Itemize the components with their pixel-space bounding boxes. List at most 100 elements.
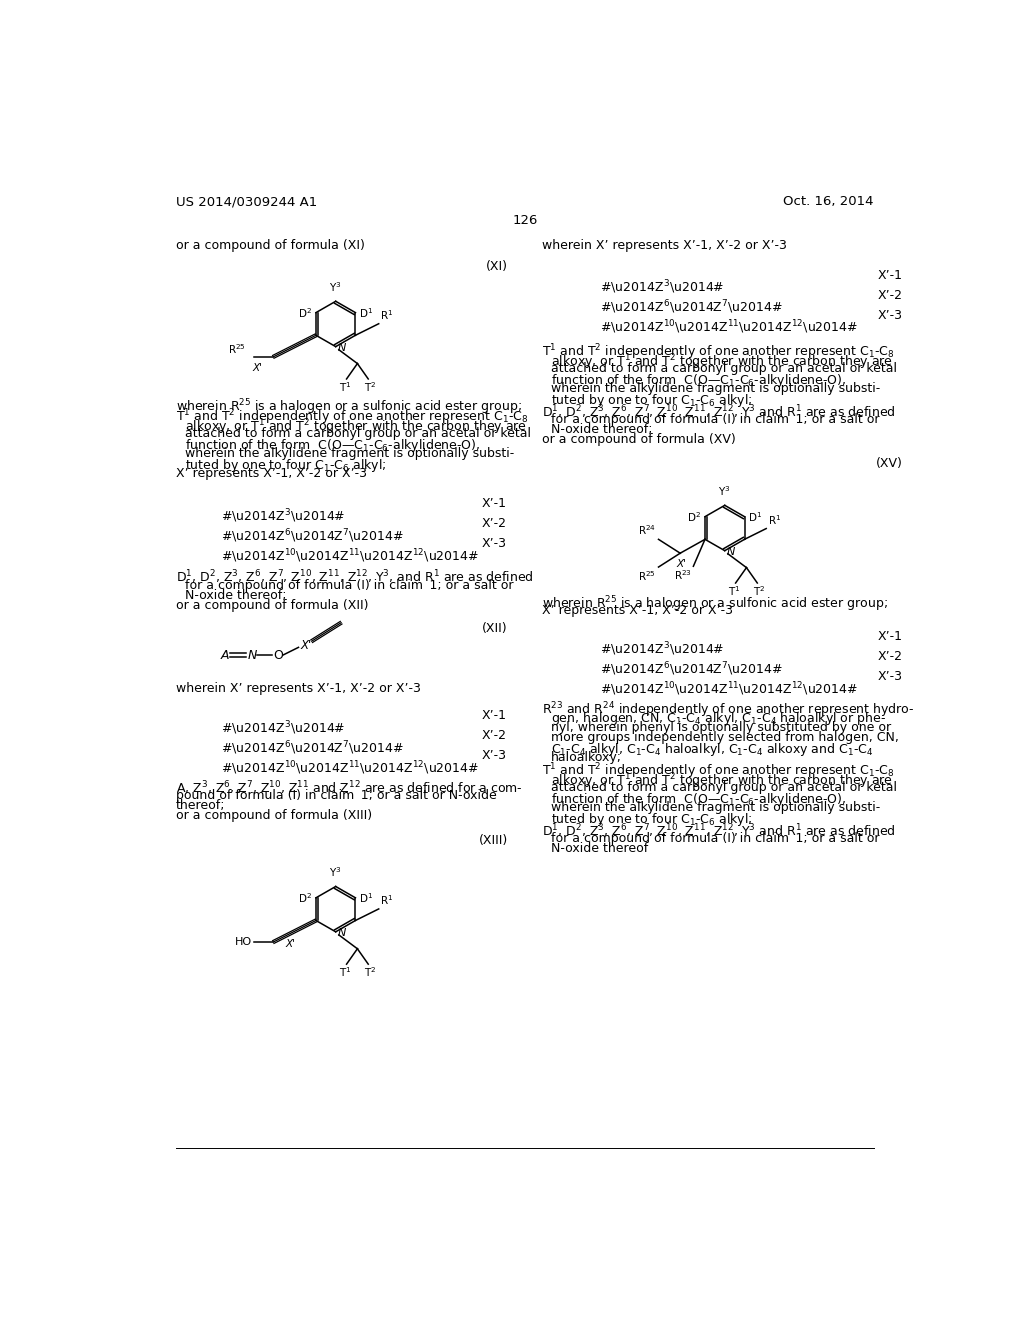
Text: X': X' [677, 560, 687, 569]
Text: 126: 126 [512, 214, 538, 227]
Text: #\u2014$\mathregular{Z^3}$\u2014#: #\u2014$\mathregular{Z^3}$\u2014# [600, 640, 724, 659]
Text: X’-3: X’-3 [481, 748, 506, 762]
Text: haloalkoxy;: haloalkoxy; [551, 751, 623, 763]
Text: X’-1: X’-1 [878, 268, 903, 281]
Text: (XI): (XI) [485, 260, 508, 273]
Text: pound of formula (I) in claim  1; or a salt or N-oxide: pound of formula (I) in claim 1; or a sa… [176, 789, 497, 803]
Text: N: N [338, 343, 346, 354]
Text: $\mathregular{T^2}$: $\mathregular{T^2}$ [364, 966, 376, 979]
Text: tuted by one to four $\mathregular{C_1}$-$\mathregular{C_6}$ alkyl;: tuted by one to four $\mathregular{C_1}$… [185, 457, 387, 474]
Text: alkoxy, or $\mathregular{T^1}$ and $\mathregular{T^2}$ together with the carbon : alkoxy, or $\mathregular{T^1}$ and $\mat… [185, 417, 527, 437]
Text: X’-1: X’-1 [481, 709, 506, 722]
Text: $\mathregular{T^1}$: $\mathregular{T^1}$ [728, 585, 740, 598]
Text: $\mathregular{T^1}$: $\mathregular{T^1}$ [339, 380, 351, 395]
Text: O: O [273, 648, 284, 661]
Text: $\mathregular{R^{24}}$: $\mathregular{R^{24}}$ [638, 523, 656, 537]
Text: $\mathregular{Y^3}$: $\mathregular{Y^3}$ [330, 865, 342, 879]
Text: $\mathregular{C_1}$-$\mathregular{C_4}$ alkyl, $\mathregular{C_1}$-$\mathregular: $\mathregular{C_1}$-$\mathregular{C_4}$ … [551, 741, 873, 758]
Text: #\u2014$\mathregular{Z^{10}}$\u2014$\mathregular{Z^{11}}$\u2014$\mathregular{Z^{: #\u2014$\mathregular{Z^{10}}$\u2014$\mat… [600, 318, 858, 337]
Text: attached to form a carbonyl group or an acetal or ketal: attached to form a carbonyl group or an … [551, 781, 897, 795]
Text: $\mathregular{D^1}$, $\mathregular{D^2}$, $\mathregular{Z^3}$, $\mathregular{Z^6: $\mathregular{D^1}$, $\mathregular{D^2}$… [542, 822, 896, 840]
Text: #\u2014$\mathregular{Z^3}$\u2014#: #\u2014$\mathregular{Z^3}$\u2014# [221, 719, 345, 737]
Text: X': X' [253, 363, 263, 374]
Text: thereof;: thereof; [176, 799, 225, 812]
Text: #\u2014$\mathregular{Z^6}$\u2014$\mathregular{Z^7}$\u2014#: #\u2014$\mathregular{Z^6}$\u2014$\mathre… [221, 739, 404, 756]
Text: $\mathregular{Y^3}$: $\mathregular{Y^3}$ [330, 280, 342, 293]
Text: $\mathregular{D^1}$, $\mathregular{D^2}$, $\mathregular{Z^3}$, $\mathregular{Z^6: $\mathregular{D^1}$, $\mathregular{D^2}$… [542, 404, 896, 421]
Text: wherein $\mathregular{R^{25}}$ is a halogen or a sulfonic acid ester group;: wherein $\mathregular{R^{25}}$ is a halo… [542, 594, 888, 614]
Text: $\mathregular{T^2}$: $\mathregular{T^2}$ [753, 585, 765, 598]
Text: X’-3: X’-3 [878, 671, 903, 684]
Text: X’-2: X’-2 [481, 729, 506, 742]
Text: X’-3: X’-3 [878, 309, 903, 322]
Text: function of the form  C(O—$\mathregular{C_1}$-$\mathregular{C_6}$-alkylidene-O),: function of the form C(O—$\mathregular{C… [185, 437, 480, 454]
Text: X’-1: X’-1 [878, 631, 903, 643]
Text: for a compound of formula (I) in claim  1; or a salt or: for a compound of formula (I) in claim 1… [551, 832, 880, 845]
Text: HO: HO [236, 937, 252, 946]
Text: #\u2014$\mathregular{Z^6}$\u2014$\mathregular{Z^7}$\u2014#: #\u2014$\mathregular{Z^6}$\u2014$\mathre… [600, 298, 783, 317]
Text: gen, halogen, CN, $\mathregular{C_1}$-$\mathregular{C_4}$ alkyl, $\mathregular{C: gen, halogen, CN, $\mathregular{C_1}$-$\… [551, 710, 886, 727]
Text: $\mathregular{D^1}$: $\mathregular{D^1}$ [359, 891, 374, 904]
Text: X': X' [286, 939, 296, 949]
Text: $\mathregular{D^1}$, $\mathregular{D^2}$, $\mathregular{Z^3}$, $\mathregular{Z^6: $\mathregular{D^1}$, $\mathregular{D^2}$… [176, 569, 534, 586]
Text: for a compound of formula (I) in claim  1; or a salt or: for a compound of formula (I) in claim 1… [551, 413, 880, 426]
Text: $\mathregular{T^2}$: $\mathregular{T^2}$ [364, 380, 376, 395]
Text: X’ represents X’-1, X’-2 or X’-3: X’ represents X’-1, X’-2 or X’-3 [176, 467, 367, 480]
Text: X’-1: X’-1 [481, 498, 506, 511]
Text: $\mathregular{R^{25}}$: $\mathregular{R^{25}}$ [228, 342, 246, 356]
Text: (XII): (XII) [482, 622, 508, 635]
Text: function of the form  C(O—$\mathregular{C_1}$-$\mathregular{C_6}$-alkylidene-O),: function of the form C(O—$\mathregular{C… [551, 792, 847, 808]
Text: wherein X’ represents X’-1, X’-2 or X’-3: wherein X’ represents X’-1, X’-2 or X’-3 [542, 239, 786, 252]
Text: #\u2014$\mathregular{Z^6}$\u2014$\mathregular{Z^7}$\u2014#: #\u2014$\mathregular{Z^6}$\u2014$\mathre… [221, 527, 404, 545]
Text: $\mathregular{R^{23}}$ and $\mathregular{R^{24}}$ independently of one another r: $\mathregular{R^{23}}$ and $\mathregular… [542, 701, 914, 721]
Text: N-oxide thereof;: N-oxide thereof; [185, 589, 287, 602]
Text: X’-3: X’-3 [481, 537, 506, 550]
Text: or a compound of formula (XV): or a compound of formula (XV) [542, 433, 735, 446]
Text: $\mathregular{D^2}$: $\mathregular{D^2}$ [298, 891, 312, 904]
Text: $\mathregular{D^2}$: $\mathregular{D^2}$ [298, 306, 312, 319]
Text: N: N [248, 648, 257, 661]
Text: #\u2014$\mathregular{Z^3}$\u2014#: #\u2014$\mathregular{Z^3}$\u2014# [221, 507, 345, 525]
Text: $\mathregular{R^{23}}$: $\mathregular{R^{23}}$ [674, 569, 692, 582]
Text: alkoxy, or $\mathregular{T^1}$ and $\mathregular{T^2}$ together with the carbon : alkoxy, or $\mathregular{T^1}$ and $\mat… [551, 352, 893, 372]
Text: $\mathregular{R^1}$: $\mathregular{R^1}$ [380, 309, 393, 322]
Text: nyl, wherein phenyl is optionally substituted by one or: nyl, wherein phenyl is optionally substi… [551, 721, 891, 734]
Text: or a compound of formula (XII): or a compound of formula (XII) [176, 599, 369, 612]
Text: $\mathregular{D^2}$: $\mathregular{D^2}$ [687, 510, 701, 524]
Text: $\mathregular{D^1}$: $\mathregular{D^1}$ [749, 510, 763, 524]
Text: wherein the alkylidene fragment is optionally substi-: wherein the alkylidene fragment is optio… [551, 383, 881, 396]
Text: (XIII): (XIII) [478, 834, 508, 846]
Text: #\u2014$\mathregular{Z^3}$\u2014#: #\u2014$\mathregular{Z^3}$\u2014# [600, 279, 724, 296]
Text: $\mathregular{R^{25}}$: $\mathregular{R^{25}}$ [638, 569, 656, 583]
Text: Oct. 16, 2014: Oct. 16, 2014 [783, 195, 873, 209]
Text: X’-2: X’-2 [878, 289, 903, 301]
Text: #\u2014$\mathregular{Z^6}$\u2014$\mathregular{Z^7}$\u2014#: #\u2014$\mathregular{Z^6}$\u2014$\mathre… [600, 660, 783, 678]
Text: US 2014/0309244 A1: US 2014/0309244 A1 [176, 195, 317, 209]
Text: wherein the alkylidene fragment is optionally substi-: wherein the alkylidene fragment is optio… [185, 447, 515, 461]
Text: attached to form a carbonyl group or an acetal or ketal: attached to form a carbonyl group or an … [551, 363, 897, 375]
Text: $\mathregular{T^1}$: $\mathregular{T^1}$ [339, 966, 351, 979]
Text: #\u2014$\mathregular{Z^{10}}$\u2014$\mathregular{Z^{11}}$\u2014$\mathregular{Z^{: #\u2014$\mathregular{Z^{10}}$\u2014$\mat… [221, 548, 479, 565]
Text: X’-2: X’-2 [878, 651, 903, 664]
Text: alkoxy, or $\mathregular{T^1}$ and $\mathregular{T^2}$ together with the carbon : alkoxy, or $\mathregular{T^1}$ and $\mat… [551, 771, 893, 791]
Text: N-oxide thereof: N-oxide thereof [551, 842, 648, 855]
Text: $\mathregular{R^1}$: $\mathregular{R^1}$ [380, 894, 393, 907]
Text: function of the form  C(O—$\mathregular{C_1}$-$\mathregular{C_6}$-alkylidene-O),: function of the form C(O—$\mathregular{C… [551, 372, 847, 389]
Text: $\mathregular{T^1}$ and $\mathregular{T^2}$ independently of one another represe: $\mathregular{T^1}$ and $\mathregular{T^… [542, 342, 894, 362]
Text: X': X' [300, 639, 311, 652]
Text: $\mathregular{T^1}$ and $\mathregular{T^2}$ independently of one another represe: $\mathregular{T^1}$ and $\mathregular{T^… [176, 407, 528, 426]
Text: N: N [338, 928, 346, 939]
Text: A, $\mathregular{Z^3}$, $\mathregular{Z^6}$, $\mathregular{Z^7}$, $\mathregular{: A, $\mathregular{Z^3}$, $\mathregular{Z^… [176, 779, 523, 796]
Text: or a compound of formula (XIII): or a compound of formula (XIII) [176, 809, 372, 822]
Text: X’ represents X’-1, X’-2 or X’-3: X’ represents X’-1, X’-2 or X’-3 [542, 605, 733, 618]
Text: #\u2014$\mathregular{Z^{10}}$\u2014$\mathregular{Z^{11}}$\u2014$\mathregular{Z^{: #\u2014$\mathregular{Z^{10}}$\u2014$\mat… [221, 759, 479, 776]
Text: wherein $\mathregular{R^{25}}$ is a halogen or a sulfonic acid ester group;: wherein $\mathregular{R^{25}}$ is a halo… [176, 397, 522, 417]
Text: N: N [727, 548, 735, 557]
Text: tuted by one to four $\mathregular{C_1}$-$\mathregular{C_6}$ alkyl;: tuted by one to four $\mathregular{C_1}$… [551, 392, 753, 409]
Text: $\mathregular{Y^3}$: $\mathregular{Y^3}$ [719, 484, 731, 498]
Text: N-oxide thereof;: N-oxide thereof; [551, 424, 652, 437]
Text: X’-2: X’-2 [481, 517, 506, 531]
Text: $\mathregular{T^1}$ and $\mathregular{T^2}$ independently of one another represe: $\mathregular{T^1}$ and $\mathregular{T^… [542, 762, 894, 781]
Text: tuted by one to four $\mathregular{C_1}$-$\mathregular{C_6}$ alkyl;: tuted by one to four $\mathregular{C_1}$… [551, 812, 753, 829]
Text: #\u2014$\mathregular{Z^{10}}$\u2014$\mathregular{Z^{11}}$\u2014$\mathregular{Z^{: #\u2014$\mathregular{Z^{10}}$\u2014$\mat… [600, 681, 858, 698]
